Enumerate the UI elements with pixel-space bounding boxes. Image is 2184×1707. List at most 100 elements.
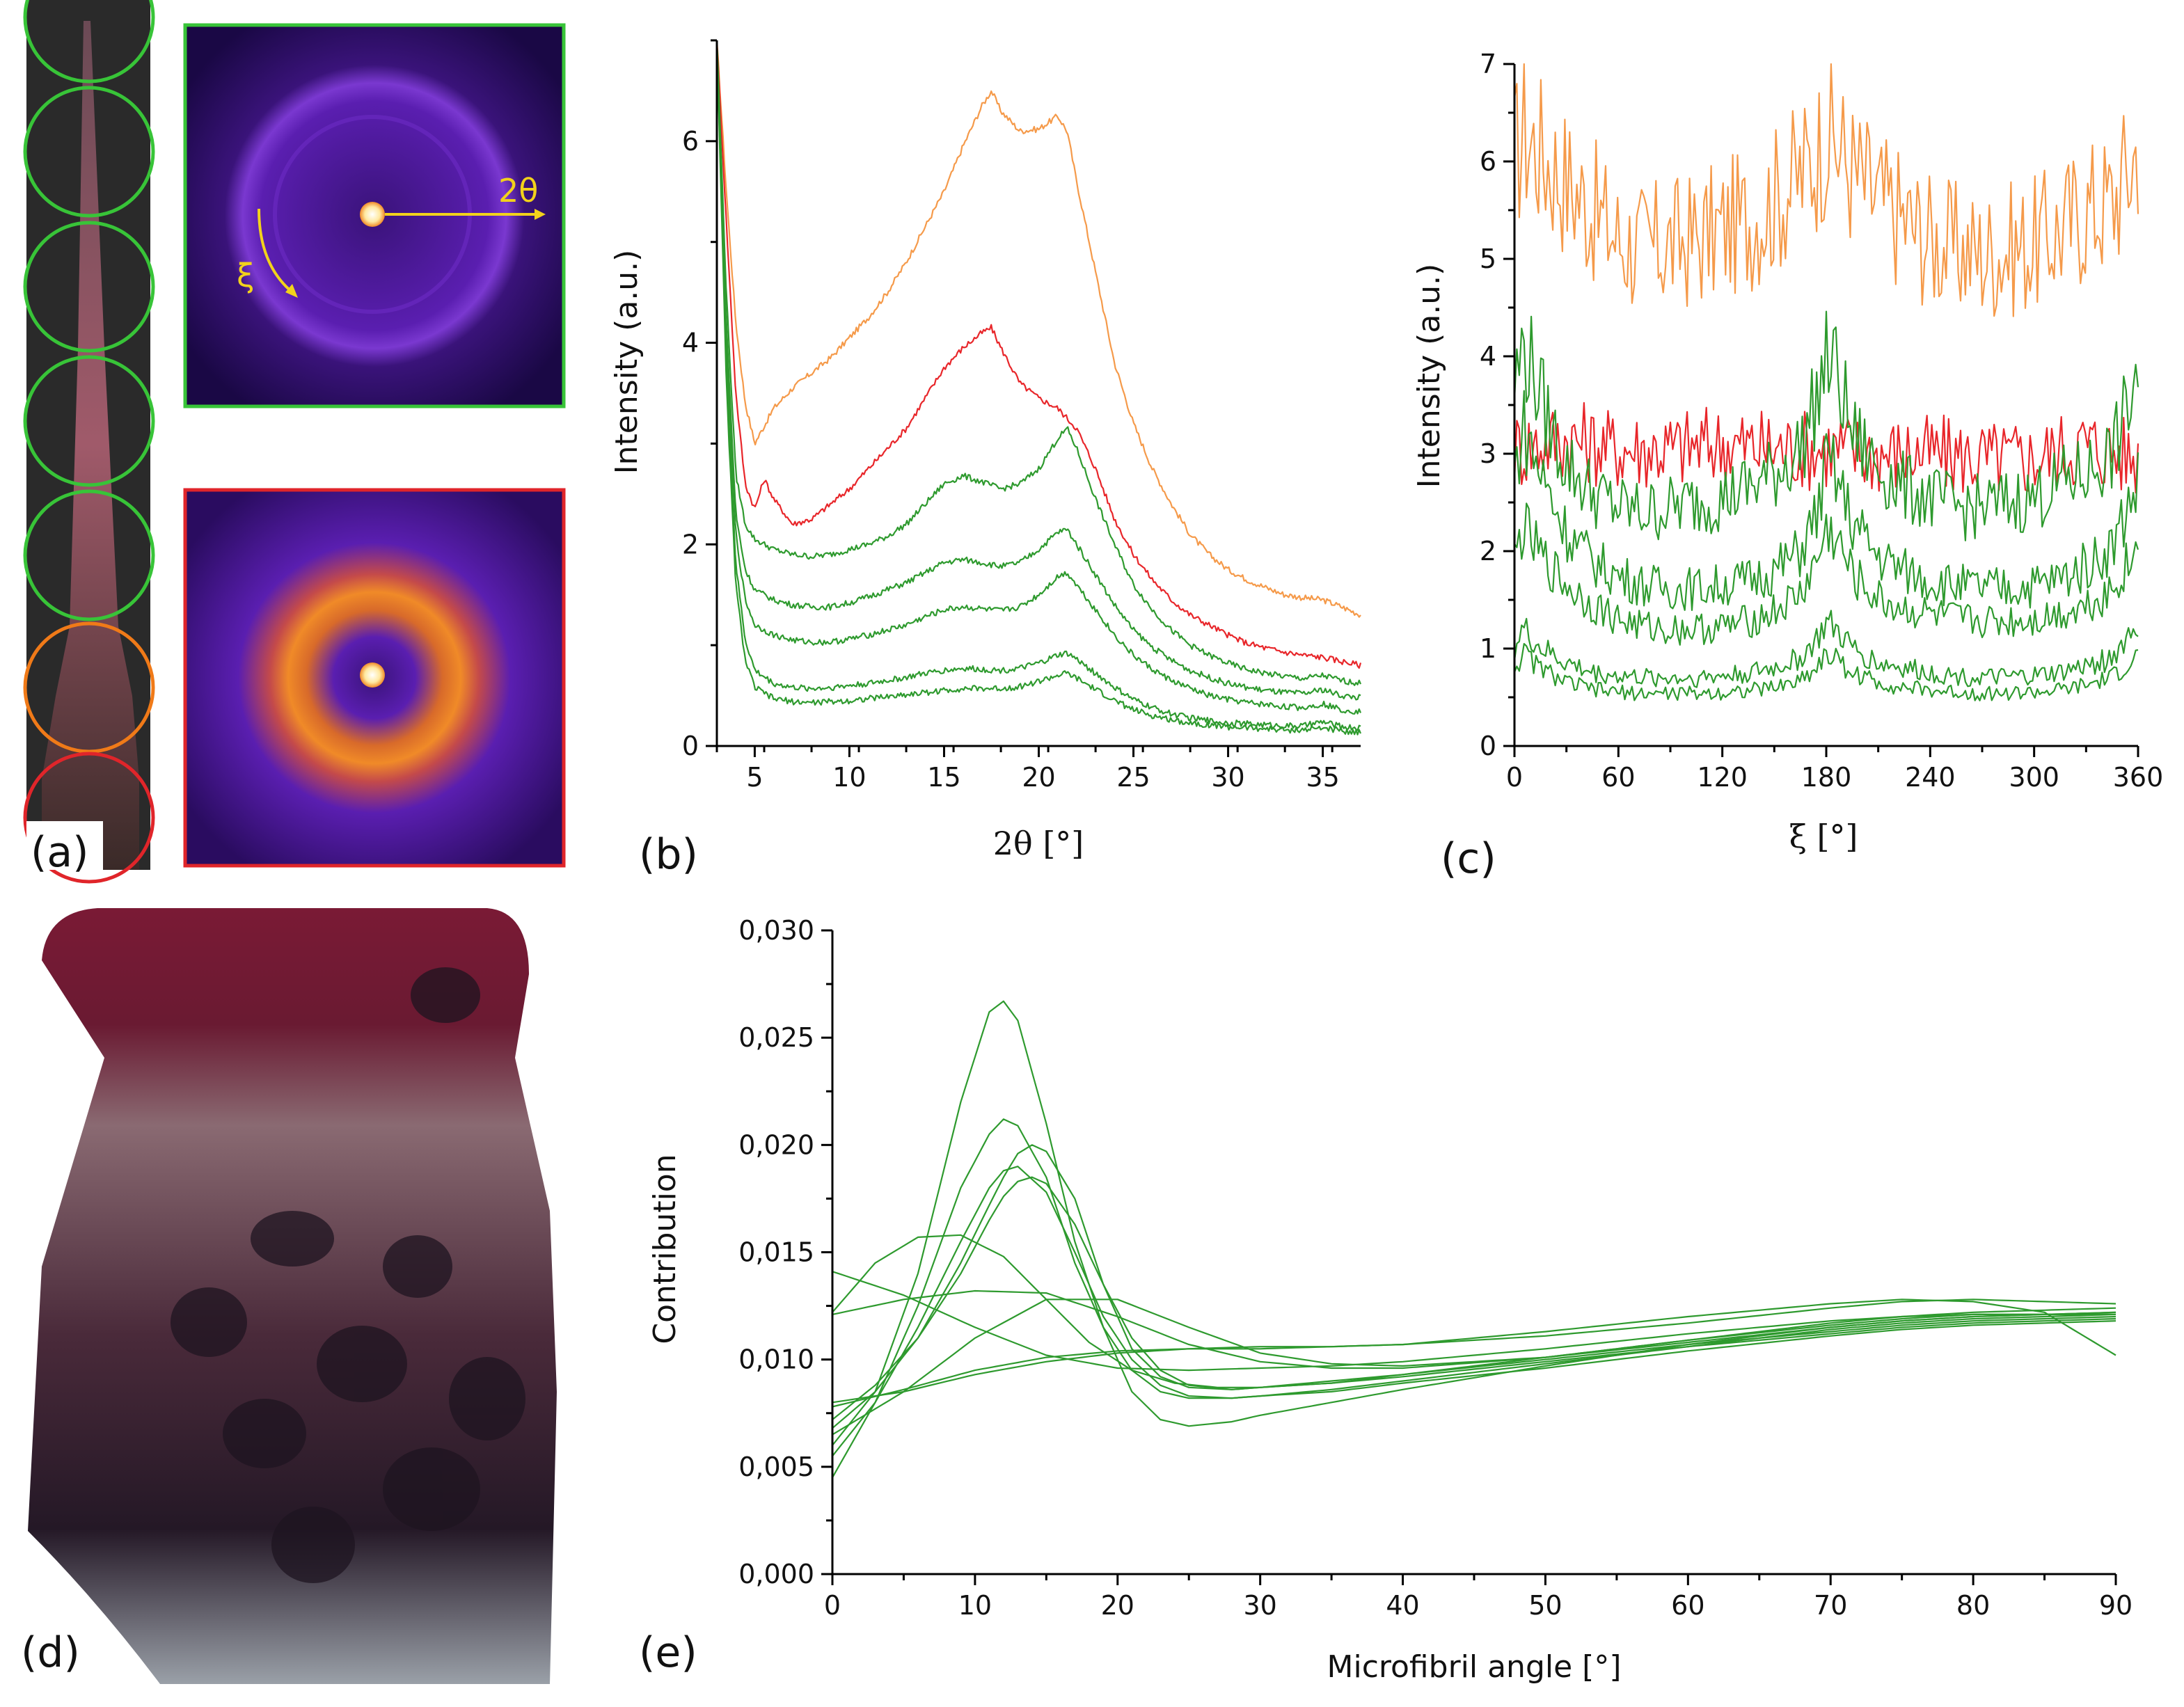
panel-label-c: (c) xyxy=(1441,834,1496,883)
x-tick-label: 120 xyxy=(1697,762,1748,793)
y-tick-label: 4 xyxy=(1480,341,1496,372)
arrow-head-icon xyxy=(285,284,298,298)
measurement-circle xyxy=(23,621,155,754)
cell-blob xyxy=(251,1211,334,1267)
series-line-green-1 xyxy=(1513,310,2139,541)
x-tick-label: 20 xyxy=(1022,762,1055,793)
x-tick-label: 80 xyxy=(1956,1590,1990,1621)
x-tick-label: 60 xyxy=(1671,1590,1704,1621)
x-tick-label: 20 xyxy=(1101,1590,1134,1621)
xi-arc-arrow xyxy=(258,208,294,294)
measurement-circle xyxy=(23,86,155,218)
cell-blob xyxy=(383,1447,480,1531)
x-tick-label: 240 xyxy=(1905,762,1956,793)
panel-label-b: (b) xyxy=(639,830,698,879)
panel-label-a: (a) xyxy=(31,828,89,877)
x-tick-label: 10 xyxy=(958,1590,992,1621)
x-tick-label: 60 xyxy=(1601,762,1635,793)
x-tick-label: 30 xyxy=(1211,762,1244,793)
series-line-s11 xyxy=(832,1299,2116,1408)
stem-shape xyxy=(42,21,139,870)
series-line-s4 xyxy=(832,1144,2116,1429)
y-tick-label: 2 xyxy=(682,529,699,559)
y-tick-label: 1 xyxy=(1480,633,1496,664)
x-tick-label: 300 xyxy=(2009,762,2059,793)
series-line-green-3 xyxy=(715,40,1362,715)
panel-label-d: (d) xyxy=(21,1628,80,1677)
series-line-green-4 xyxy=(715,42,1361,731)
x-tick-label: 50 xyxy=(1528,1590,1562,1621)
panel-label-e: (e) xyxy=(639,1628,697,1677)
y-tick-label: 6 xyxy=(1480,146,1496,177)
label-box xyxy=(26,821,103,870)
cell-blob xyxy=(449,1357,525,1440)
x-tick-label: 90 xyxy=(2099,1590,2132,1621)
measurement-circle xyxy=(23,489,155,621)
cell-blob xyxy=(383,1235,452,1298)
series-line-s7 xyxy=(832,1271,2116,1372)
y-tick-label: 0,005 xyxy=(738,1452,814,1482)
xi-annotation: ξ xyxy=(237,257,255,294)
series-line-green-5 xyxy=(715,41,1362,736)
series-line-red xyxy=(1513,402,2139,494)
chart-b-xlabel: 2θ [°] xyxy=(993,825,1084,862)
chart-b: 5 10 15 20 25 30 35 0 2 4 6 Intensity (a.u.) 2θ [°… xyxy=(609,39,1362,879)
chart-c: 0 60 120 180 240 300 360 0 1 2 3 4 5 6 7 Intensity (a.… xyxy=(1411,49,2163,883)
x-tick-label: 30 xyxy=(1243,1590,1276,1621)
panel-d: (d) xyxy=(21,908,557,1684)
x-tick-label: 35 xyxy=(1306,762,1339,793)
series-line-green-1 xyxy=(715,41,1362,686)
series-line-s9 xyxy=(832,1299,2116,1436)
x-tick-label: 70 xyxy=(1814,1590,1847,1621)
x-tick-label: 15 xyxy=(927,762,960,793)
series-line-s10 xyxy=(832,1299,2116,1404)
measurement-circle xyxy=(23,0,155,84)
series-line-s1 xyxy=(832,1000,2116,1446)
chart-c-ylabel: Intensity (a.u.) xyxy=(1411,264,1447,489)
series-line-s3 xyxy=(832,1166,2116,1457)
x-tick-label: 40 xyxy=(1386,1590,1419,1621)
x-tick-label: 180 xyxy=(1801,762,1852,793)
beam-spot xyxy=(360,202,385,227)
series-line-green-3 xyxy=(1514,502,2139,646)
chart-e-ticks: 0 10 20 30 40 50 60 70 80 90 0,000 0,005 0,010 0,015 0… xyxy=(738,915,2132,1621)
y-tick-label: 0 xyxy=(682,731,699,761)
cell-blob xyxy=(171,1287,247,1357)
y-tick-label: 6 xyxy=(682,126,699,157)
cell-blob xyxy=(317,1326,407,1402)
y-tick-label: 0,020 xyxy=(738,1129,814,1160)
y-tick-label: 5 xyxy=(1480,244,1496,274)
y-tick-label: 2 xyxy=(1480,536,1496,566)
measurement-circle xyxy=(23,355,155,487)
x-tick-label: 5 xyxy=(746,762,763,793)
panel-a: (a) 2θ ξ xyxy=(23,0,566,884)
chart-e-curves xyxy=(832,1000,2116,1478)
measurement-circle xyxy=(23,221,155,353)
cell-blob xyxy=(223,1399,306,1468)
chart-e-xlabel: Microfibril angle [°] xyxy=(1327,1649,1622,1685)
series-line-green-4 xyxy=(1513,610,2139,688)
series-line-s5 xyxy=(832,1176,2116,1420)
series-line-green-2 xyxy=(715,40,1361,701)
y-tick-label: 7 xyxy=(1480,49,1496,79)
chart-c-ticks: 0 60 120 180 240 300 360 0 1 2 3 4 5 6 7 xyxy=(1480,49,2163,793)
series-line-s2 xyxy=(832,1118,2116,1478)
chart-b-ylabel: Intensity (a.u.) xyxy=(609,250,644,475)
chart-e-ylabel: Contribution xyxy=(647,1154,683,1344)
x-tick-label: 25 xyxy=(1116,762,1150,793)
y-tick-label: 3 xyxy=(1480,438,1496,469)
chart-e: 0 10 20 30 40 50 60 70 80 90 0,000 0,005 0,010 0,015 0… xyxy=(639,915,2132,1685)
x-tick-label: 0 xyxy=(1506,762,1523,793)
x-tick-label: 0 xyxy=(824,1590,841,1621)
series-line-orange xyxy=(1513,63,2139,317)
chart-c-curves xyxy=(1513,63,2139,701)
x-tick-label: 10 xyxy=(832,762,866,793)
y-tick-label: 0,000 xyxy=(738,1559,814,1589)
chart-b-curves xyxy=(715,40,1362,736)
series-line-red xyxy=(715,42,1362,669)
cell-blob xyxy=(411,967,480,1023)
series-line-green-5 xyxy=(1513,642,2139,701)
cell-blob xyxy=(271,1507,355,1583)
series-line-s8 xyxy=(832,1289,2116,1369)
beam-spot xyxy=(360,662,385,688)
